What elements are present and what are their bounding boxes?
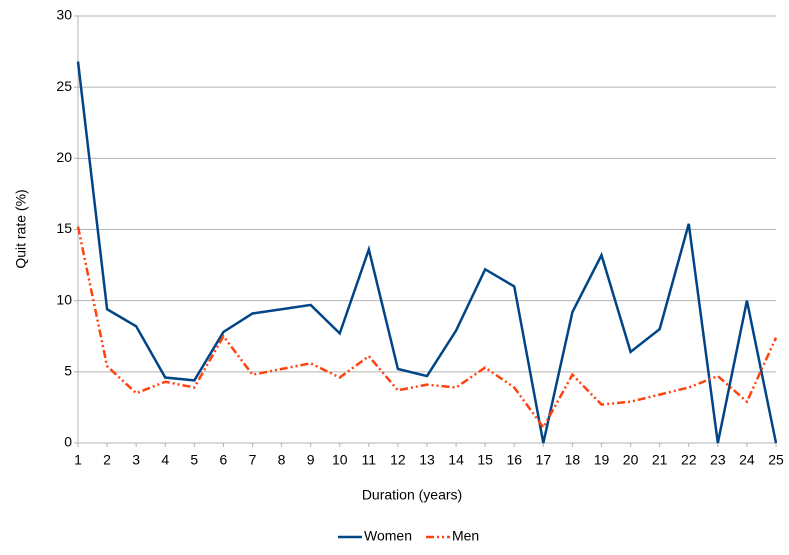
x-tick-label: 2 — [103, 452, 111, 468]
line-series — [76, 226, 778, 430]
x-tick-label: 18 — [565, 452, 581, 468]
x-tick-label: 7 — [249, 452, 257, 468]
legend-label: Men — [452, 528, 479, 544]
y-tick-label: 10 — [56, 291, 72, 307]
x-tick-label: 14 — [448, 452, 464, 468]
y-tick-label: 5 — [64, 363, 72, 379]
x-tick-label: 9 — [307, 452, 315, 468]
x-tick-label: 15 — [477, 452, 493, 468]
legend-label: Women — [364, 528, 412, 544]
x-tick-label: 13 — [419, 452, 435, 468]
x-tick-label: 6 — [220, 452, 228, 468]
x-tick-label: 20 — [623, 452, 639, 468]
x-tick-label: 17 — [536, 452, 552, 468]
x-tick-label: 4 — [161, 452, 169, 468]
y-tick-label: 30 — [56, 7, 72, 23]
x-tick-label: 1 — [74, 452, 82, 468]
x-tick-label: 19 — [594, 452, 610, 468]
x-tick-label: 10 — [332, 452, 348, 468]
x-tick-label: 22 — [681, 452, 697, 468]
y-tick-label: 20 — [56, 149, 72, 165]
x-tick-label: 25 — [768, 452, 784, 468]
y-axis-title: Quit rate (%) — [13, 189, 29, 268]
y-tick-label: 0 — [64, 434, 72, 450]
y-tick-label: 25 — [56, 78, 72, 94]
y-tick-label: 15 — [56, 220, 72, 236]
x-tick-label: 11 — [362, 452, 377, 468]
x-tick-label: 23 — [710, 452, 726, 468]
x-tick-label: 8 — [278, 452, 286, 468]
x-tick-label: 5 — [190, 452, 198, 468]
x-tick-label: 16 — [506, 452, 522, 468]
x-axis-title: Duration (years) — [362, 487, 462, 503]
x-tick-label: 12 — [390, 452, 406, 468]
line-series — [76, 61, 778, 444]
x-tick-label: 24 — [739, 452, 755, 468]
x-tick-label: 3 — [132, 452, 140, 468]
x-tick-label: 21 — [652, 452, 668, 468]
